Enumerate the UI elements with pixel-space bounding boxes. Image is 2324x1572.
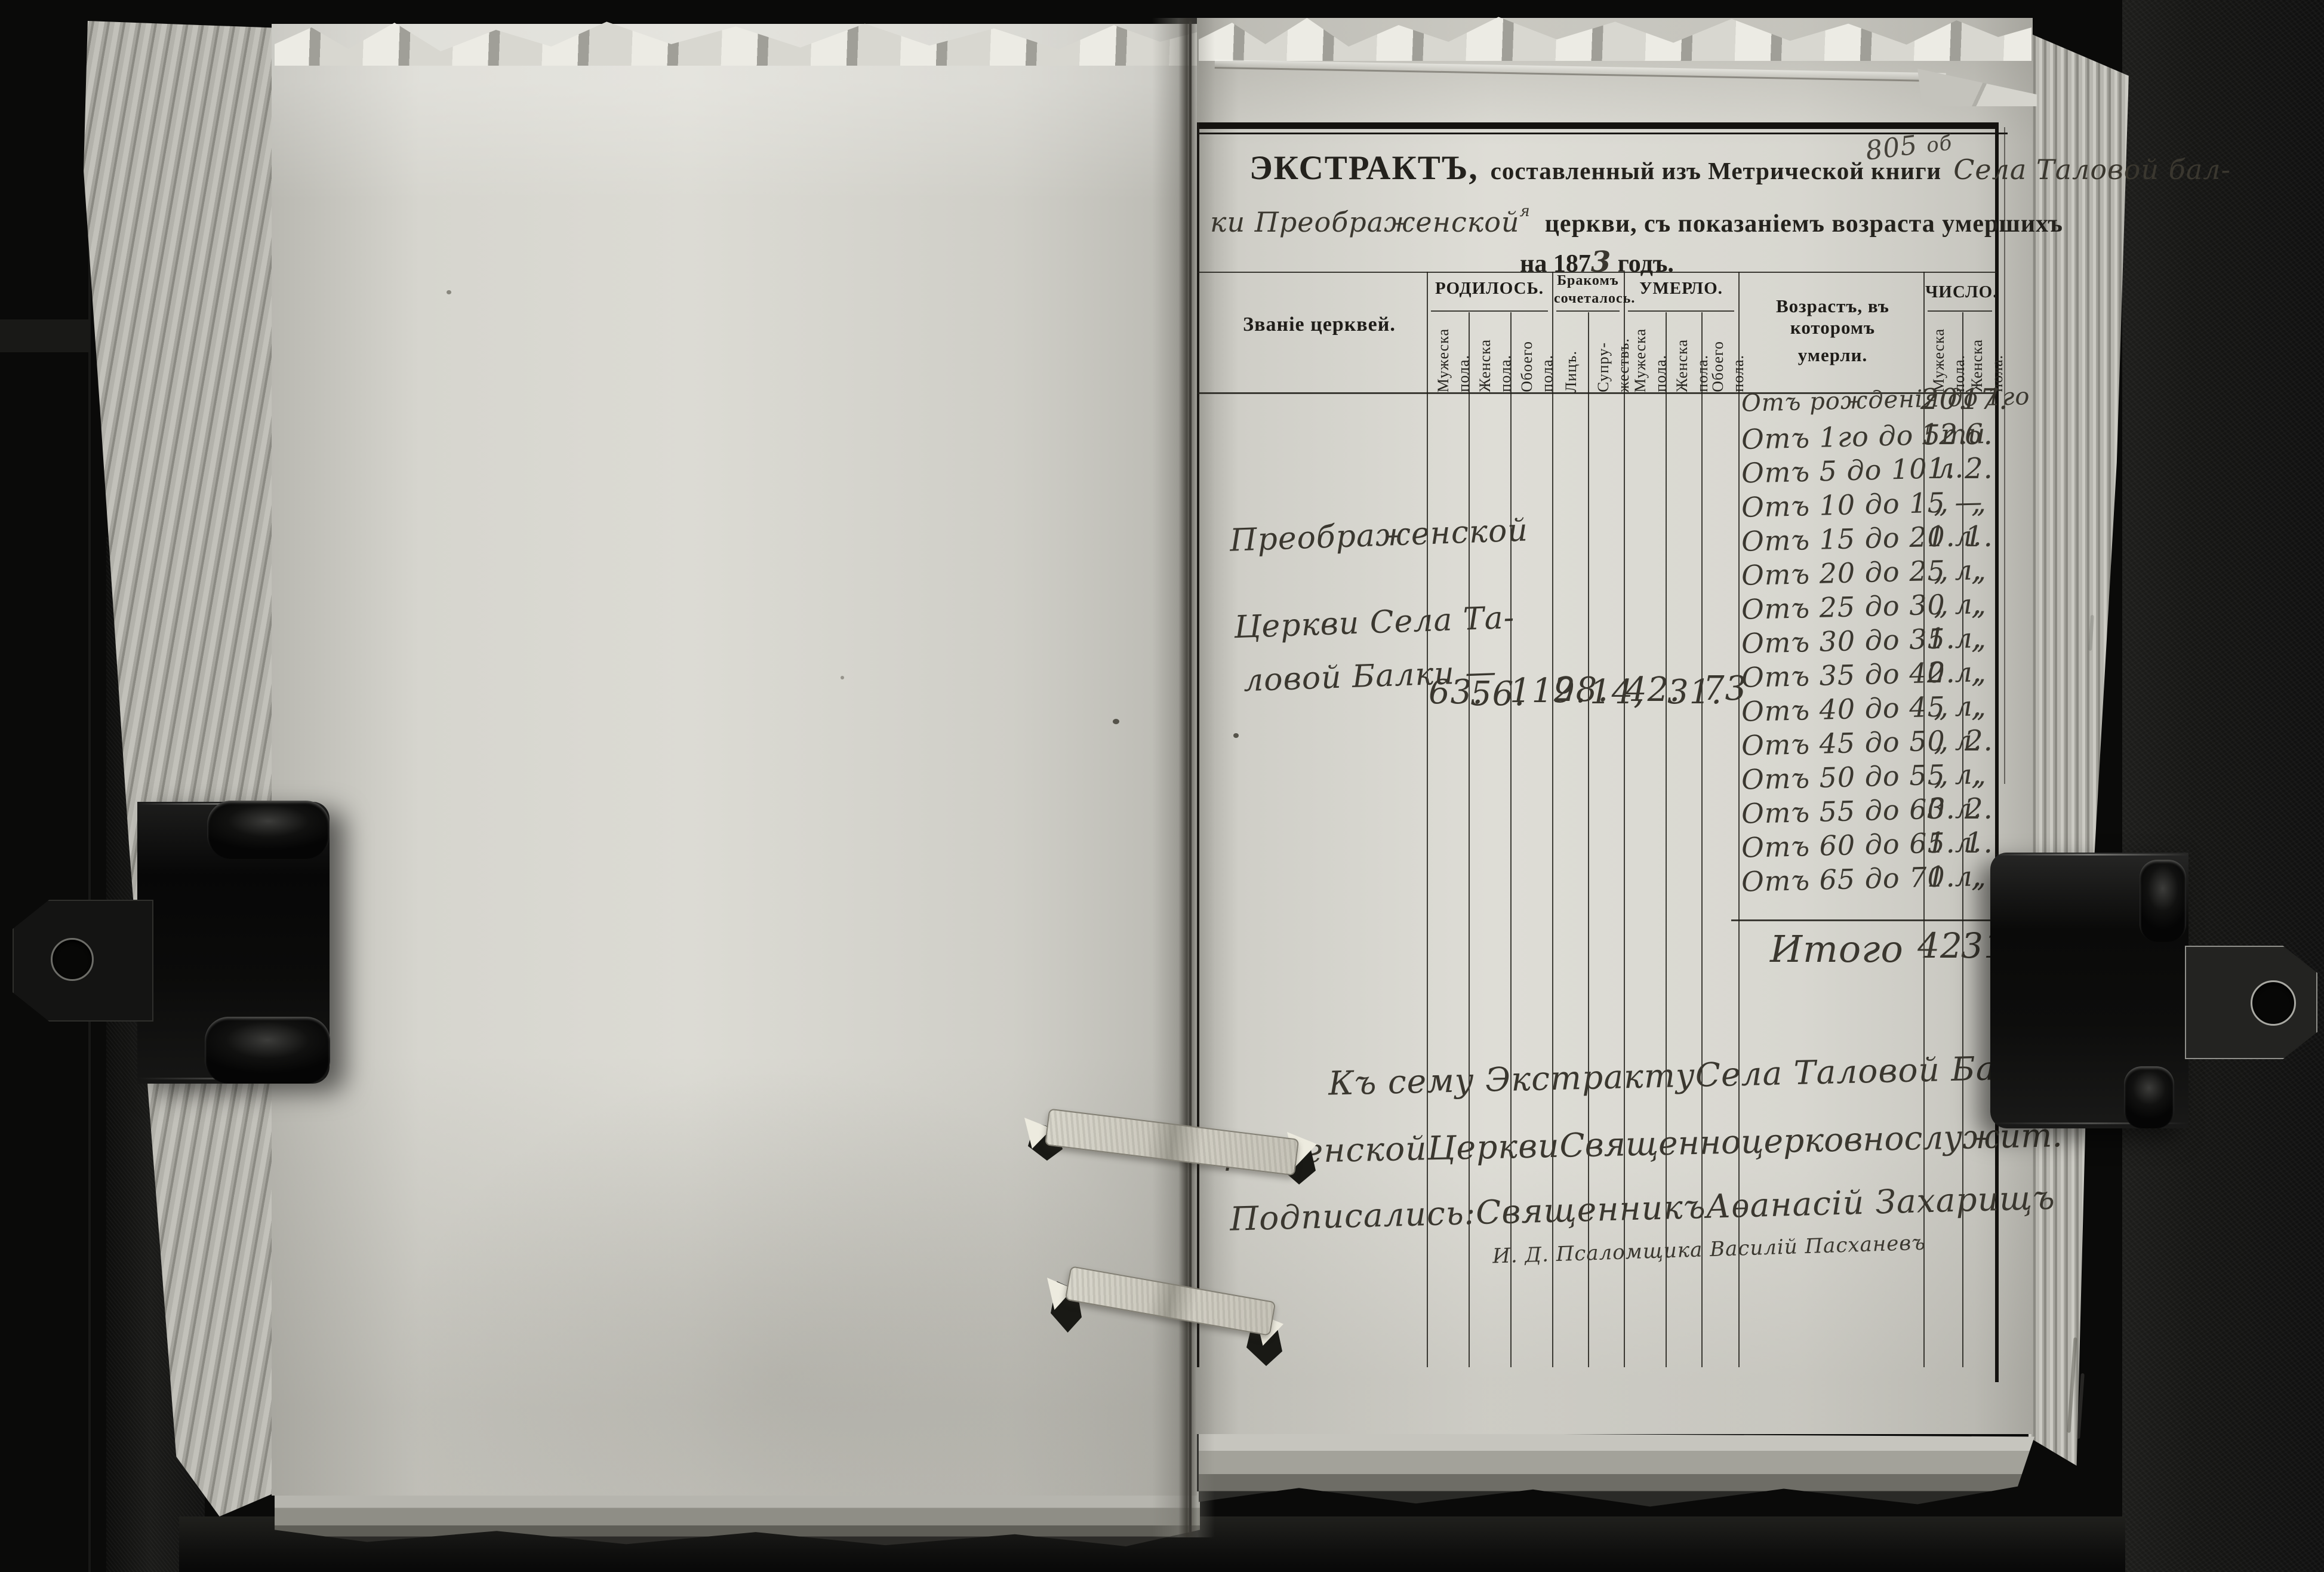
entry-born-female: 56. [1470,675,1526,713]
entry-born-male: 63. [1429,673,1484,712]
column-header-church-title: Званіе церквей. [1243,313,1396,336]
closing-line3: Подписались: Священникъ Аѳанасій Захарищ… [1229,1178,2056,1238]
column-group-died: УМЕРЛО. [1639,279,1723,298]
total-rule [1731,919,1997,921]
entry-died-female: 31. [1667,673,1723,712]
column-group-born: РОДИЛОСЬ. [1435,279,1544,298]
clamp-hinge-top [207,801,330,859]
grid-line [1923,272,1925,1367]
form-title-line1: ЭКСТРАКТЪ, составленный изъ Метрической … [1249,149,2230,187]
group-underline-born [1431,310,1548,312]
title-printed2: церкви, съ показаніемъ возраста умершихъ [1544,210,2063,238]
dark-leather-background-right [2122,0,2324,1572]
page-stack-fore-edge-right [2029,33,2129,1466]
form-border-top-thin [1197,133,2008,134]
form-title-line3: на 1873 годъ. [1197,245,1997,279]
subcol-died-male: Мужеска пола. [1632,328,1669,392]
grid-line [1469,312,1470,1367]
clamp-handle-tab [2185,946,2317,1059]
subcol-married-persons: Лицъ. [1562,350,1580,392]
form-border-right [1995,122,1999,1382]
form-border-right-thin [2004,127,2005,784]
entry-died-both: 73 [1703,669,1747,708]
grid-line [1588,312,1589,1367]
grid-line [1427,272,1428,1367]
entry-born-both: 119. [1510,672,1587,710]
metrical-extract-form: 805 об ЭКСТРАКТЪ, составленный изъ Метри… [1197,122,2230,1382]
title-word-extract: ЭКСТРАКТЪ, [1249,149,1479,187]
entry-married-couples: 14, [1590,673,1645,712]
sewing-hole [1233,733,1239,738]
title-year-digit: 3 [1590,245,1612,279]
group-underline-count [1928,310,1992,312]
subcol-born-both: Обоего пола. [1518,341,1556,392]
header-bottom-rule [1197,392,1997,394]
sewing-hole [1113,719,1119,724]
paper-speck [447,290,451,294]
total-label: Итого [1770,927,1904,971]
entry-died-male: 42. [1626,670,1681,709]
grid-line [1624,272,1625,1367]
title-handwritten-village: Села Таловой бал- [1953,153,2231,186]
right-page [1197,18,2033,1434]
form-border-left [1197,122,1199,1367]
binder-clamp-right [1983,847,2323,1133]
entry-married-persons: 28. [1554,670,1609,709]
subcol-died-both: Обоего пола. [1709,341,1747,392]
group-underline-died [1628,310,1734,312]
entry-church-line2: Церкви Села Та- [1233,599,1516,646]
closing-line4-psalmist-signature: И. Д. Псаломщика Василій Пасханевъ [1492,1230,1926,1269]
title-year-suffix: годъ. [1617,250,1674,278]
clamp-handle-hole [2251,980,2296,1026]
under-pages-bottom-right [1199,1432,2034,1507]
column-header-age-line2: умерли. [1797,344,1868,365]
title-handwritten-church: ки Преображенскойя [1210,202,1531,238]
form-border-top [1197,122,1997,129]
clamp-handle-hole [51,938,94,981]
clamp-handle-tab [13,900,153,1022]
binder-clamp-left [9,797,331,1185]
entry-church-line1: Преображенской [1229,512,1529,559]
subcol-died-female: Женска пола. [1673,339,1711,392]
grid-line [1666,312,1667,1367]
title-printed1: составленный изъ Метрической книги [1490,157,1942,184]
column-group-married-1: Бракомъ [1557,273,1619,288]
subcol-married-couples: Супру-жествъ. [1595,337,1632,392]
title-year-prefix: на 187 [1520,250,1591,278]
column-group-count: ЧИСЛО. [1925,282,1998,302]
title-separator-rule [1197,272,1997,273]
background-seam [88,155,91,1572]
column-group-married-2: сочеталось. [1554,291,1636,306]
subcol-born-male: Мужеска пола. [1435,328,1472,392]
total-male: 42 [1917,925,1963,966]
group-underline-married [1556,310,1620,312]
subcol-born-female: Женска пола. [1476,339,1514,392]
paper-speck [841,676,844,679]
clamp-hinge-bottom [205,1017,330,1084]
left-page-blank [272,24,1197,1496]
closing-line2: раженской Церкви Священноцерковнослужит. [1223,1116,2063,1172]
form-title-line2: ки Преображенскойя церкви, съ показаніем… [1210,202,2063,238]
column-header-age-line1: Возрастъ, въ которомъ [1776,296,1889,338]
title-superscript-correction: я [1519,202,1531,220]
clamp-hinge-top [2140,860,2186,942]
grid-line [1738,272,1740,1367]
clamp-hinge-bottom [2124,1066,2174,1128]
grid-line [1962,312,1963,1367]
grid-line [1510,312,1512,1367]
grid-line [1701,312,1703,1367]
background-edge-top-left [0,319,90,352]
grid-line [1552,272,1553,1367]
